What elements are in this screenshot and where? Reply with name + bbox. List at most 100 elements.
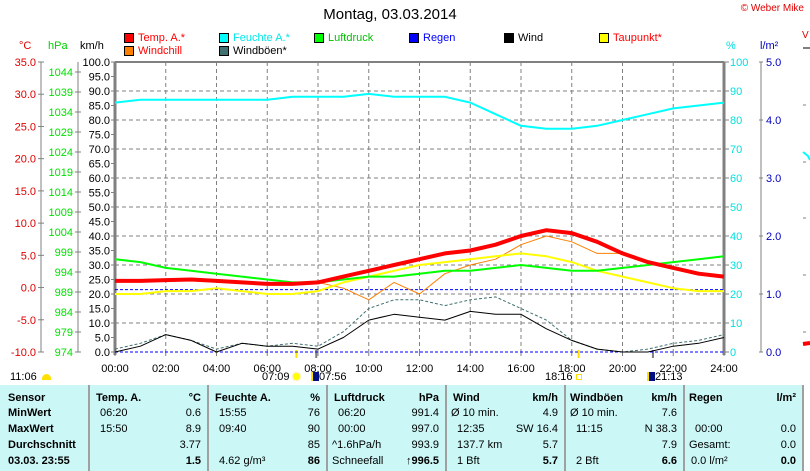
moonset-time: 11:06 (10, 371, 51, 383)
pressure-tick-label: 989 (55, 287, 73, 299)
legend-pressure[interactable]: Luftdruck (314, 32, 373, 44)
wind-tick-label: 70.0 (89, 144, 110, 156)
gusts-avg-value: 7.9 (661, 439, 677, 451)
temp-tick-label: -5.0 (17, 315, 36, 327)
moon-icon (41, 374, 51, 380)
humidity-tick-label: 10 (730, 318, 742, 330)
sunrise-time: 07:09 (262, 371, 300, 383)
pressure-unit: hPa (418, 392, 439, 404)
temp-max-time: 15:50 (100, 423, 128, 435)
col-gusts: Windböen km/h Ø 10 min. 7.6 11:15 N 38.3… (566, 385, 683, 471)
wind-tick-label: 15.0 (89, 304, 110, 316)
wind-tick-label: 80.0 (89, 115, 110, 127)
rain-tick-label: 1.0 (766, 289, 781, 301)
x-tick-label: 20:00 (609, 363, 637, 375)
legend-rain[interactable]: Regen (409, 32, 455, 44)
moon2-label: 21:13 (655, 371, 683, 383)
gusts-beaufort: 2 Bft (576, 455, 599, 467)
sunset-label: 18:16 (545, 371, 573, 383)
wind-header: Wind (453, 392, 480, 404)
legend-humidity[interactable]: Feuchte A.* (219, 32, 290, 44)
humidity-current-value: 86 (307, 455, 320, 467)
stats-table: Sensor MinWert MaxWert Durchschnitt 03.0… (0, 385, 810, 471)
legend-label: Regen (423, 32, 456, 44)
tick-labels: 35.0 30.0 25.0 20.0 15.0 10.0 5.0 0.0 -5.0 -10.0 1… (11, 57, 781, 375)
right-edge-fragment (802, 47, 810, 346)
legend-label: Windböen* (233, 45, 287, 57)
rain-tick-label: 4.0 (766, 115, 781, 127)
trend-up-icon: ↑ (405, 455, 412, 467)
pressure-trend: ^1.6hPa/h (332, 439, 382, 451)
humidity-tick-label: 60 (730, 173, 742, 185)
temp-axis-unit: °C (19, 40, 32, 52)
humidity-tick-label: 20 (730, 289, 742, 301)
pressure-tick-label: 1009 (49, 207, 73, 219)
wind-tick-label: 90.0 (89, 86, 110, 98)
x-tick-label: 14:00 (456, 363, 484, 375)
gusts-avg-label: Ø 10 min. (570, 407, 618, 419)
column-divider (564, 385, 566, 471)
legend-label: Windchill (138, 45, 183, 57)
wind-tick-label: 35.0 (89, 246, 110, 258)
rain-tick-label: 0.0 (766, 347, 781, 359)
legend-swatch (409, 33, 419, 43)
gusts-header: Windböen (570, 392, 624, 404)
wind-max-time: 12:35 (457, 423, 485, 435)
moon-phase-icon (647, 372, 655, 381)
pressure-min-value: 991.4 (411, 407, 439, 419)
wind-tick-label: 45.0 (89, 217, 110, 229)
pressure-tick-label: 1044 (49, 67, 73, 79)
humidity-absolute: 4.62 g/m³ (219, 455, 266, 467)
wind-max-value: SW 16.4 (515, 423, 558, 435)
pressure-max-time: 00:00 (338, 423, 366, 435)
wind-avg10-value: 4.9 (542, 407, 558, 419)
rain-rate: 0.0 l/m² (691, 455, 728, 467)
temp-tick-label: 5.0 (21, 250, 36, 262)
legend-windchill[interactable]: Windchill (124, 45, 182, 57)
pressure-tick-label: 984 (55, 307, 73, 319)
temp-tick-label: 35.0 (15, 57, 36, 69)
x-tick-label: 12:00 (406, 363, 434, 375)
pressure-tick-label: 999 (55, 247, 73, 259)
rain-total-value: 0.0 (780, 439, 796, 451)
rain-tick-label: 3.0 (766, 173, 781, 185)
axes (38, 61, 763, 358)
pressure-current-value: 996.5 (411, 455, 439, 467)
wind-tick-label: 20.0 (89, 289, 110, 301)
rain-axis-unit: l/m² (760, 40, 779, 52)
chart-title: Montag, 03.03.2014 (323, 6, 457, 23)
humidity-tick-label: 30 (730, 260, 742, 272)
humidity-tick-label: 100 (730, 57, 748, 69)
humidity-min-value: 76 (307, 407, 320, 419)
moon2-time: 21:13 (647, 371, 683, 383)
wind-current-value: 5.7 (542, 455, 558, 467)
wind-tick-label: 100.0 (82, 57, 110, 69)
wind-tick-label: 95.0 (89, 72, 110, 84)
legend-swatch (314, 33, 324, 43)
column-divider (88, 385, 90, 471)
rain-total-label: Gesamt: (689, 439, 731, 451)
gusts-max-time: 11:15 (576, 423, 603, 435)
legend-temp[interactable]: Temp. A.* (124, 32, 185, 44)
legend-dewpoint[interactable]: Taupunkt* (599, 32, 662, 44)
sun-icon (292, 373, 300, 380)
legend-swatch (599, 33, 609, 43)
wind-run: 137.7 km (457, 439, 503, 451)
temp-unit: °C (188, 392, 201, 404)
x-tick-label: 16:00 (507, 363, 535, 375)
pressure-tick-label: 979 (55, 327, 73, 339)
temp-tick-label: 10.0 (15, 218, 36, 230)
sunset-time: 18:16 (545, 371, 582, 383)
pressure-tick-label: 1014 (49, 187, 73, 199)
humidity-tick-label: 40 (730, 231, 742, 243)
sunrise-label: 07:09 (262, 371, 290, 383)
row-label-current: 03.03. 23:55 (8, 455, 70, 467)
column-divider (207, 385, 209, 471)
legend-label: Feuchte A.* (233, 32, 290, 44)
legend-label: Wind (518, 32, 544, 44)
rain-max-time: 00:00 (695, 423, 723, 435)
legend-wind[interactable]: Wind (504, 32, 543, 44)
legend-gusts[interactable]: Windböen* (219, 45, 287, 57)
col-humidity: Feuchte A. % 15:55 76 09:40 90 85 4.62 g… (209, 385, 326, 471)
wind-tick-label: 30.0 (89, 260, 110, 272)
